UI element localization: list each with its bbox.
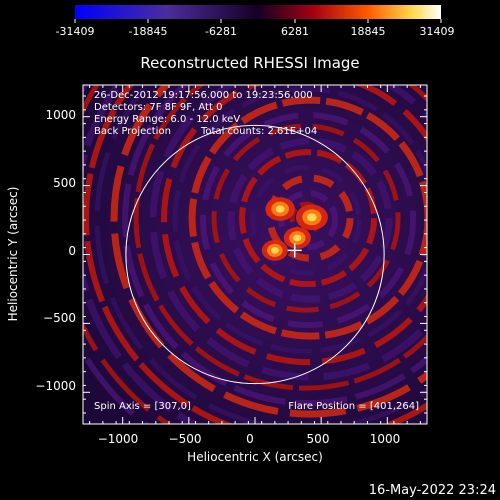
x-tick-label: −1000 <box>98 432 139 446</box>
solar-limb-circle <box>125 124 385 385</box>
interference-ring <box>188 96 427 340</box>
x-axis-title: Heliocentric X (arcsec) <box>187 450 323 464</box>
flare-sources <box>261 197 328 261</box>
chart-title: Reconstructed RHESSI Image <box>140 54 359 72</box>
interference-ring <box>239 149 378 288</box>
interference-ring <box>161 85 427 366</box>
x-tick-label: 0 <box>246 432 254 446</box>
colorbar-tick-label: -18845 <box>129 25 168 38</box>
x-tick-label: −500 <box>169 432 202 446</box>
interference-ring <box>110 85 427 418</box>
colorbar-tick-label: -6281 <box>205 25 237 38</box>
interference-ring <box>133 85 427 391</box>
interference-ring <box>172 86 427 354</box>
interference-ring <box>122 85 427 407</box>
interference-ring <box>266 174 354 262</box>
interference-ring <box>250 164 362 276</box>
source-peak <box>293 234 302 242</box>
spin-axis-annotation: Spin Axis = [307,0] <box>94 401 191 412</box>
heatmap-image <box>83 85 427 424</box>
flare-position-annotation: Flare Position = [401,264] <box>288 401 419 412</box>
interference-ring <box>211 123 401 313</box>
colorbar-tick-label: 18845 <box>351 25 386 38</box>
source-peak <box>307 213 317 222</box>
y-axis-title: Heliocentric Y (arcsec) <box>6 187 20 322</box>
x-tick-label: 500 <box>307 432 330 446</box>
render-timestamp: 16-May-2022 23:24 <box>369 483 496 498</box>
y-tick-label: 0 <box>68 244 76 258</box>
interference-rings <box>83 85 427 424</box>
colorbar-tick-label: 31409 <box>420 25 455 38</box>
colorbar <box>75 5 441 19</box>
axis-ticks <box>83 85 427 424</box>
x-tick-label: 1000 <box>370 432 401 446</box>
interference-ring <box>83 85 427 424</box>
interference-ring <box>200 112 417 329</box>
y-tick-label: −500 <box>43 311 76 325</box>
total-counts-annotation: Total counts: 2.61E+04 <box>200 126 317 137</box>
interference-ring <box>227 137 393 303</box>
y-tick-label: 1000 <box>45 108 76 122</box>
detectors-annotation: Detectors: 7F 8F 9F, Att 0 <box>94 102 222 113</box>
source-peak <box>270 247 279 254</box>
y-tick-label: −1000 <box>35 379 76 393</box>
colorbar-tick-label: -31409 <box>56 25 95 38</box>
colorbar-tick-label: 6281 <box>281 25 309 38</box>
y-tick-label: 500 <box>53 176 76 190</box>
source-peak <box>275 205 285 213</box>
energy-range-annotation: Energy Range: 6.0 - 12.0 keV <box>94 114 240 125</box>
colorbar-ticks <box>74 19 442 23</box>
time-range-annotation: 26-Dec-2012 19:17:56.000 to 19:23:56.000 <box>94 90 313 101</box>
flare-position-marker <box>287 243 302 258</box>
method-annotation: Back Projection <box>94 126 171 137</box>
